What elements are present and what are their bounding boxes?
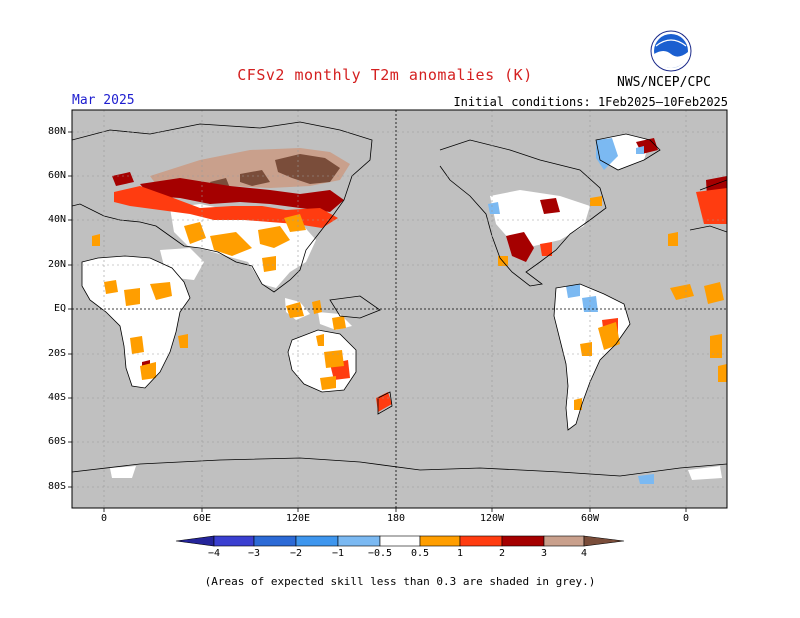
colorbar-3-4	[543, 535, 585, 547]
colorbar-m1-m05	[337, 535, 381, 547]
colorbar-label: 3	[540, 548, 548, 559]
lat-label: 80S	[47, 481, 66, 492]
lat-label: 20S	[47, 348, 66, 359]
skill-footnote: (Areas of expected skill less than 0.3 a…	[204, 575, 596, 588]
lat-label: 60N	[47, 170, 66, 181]
colorbar-2-3	[501, 535, 545, 547]
lon-label: 0	[682, 513, 690, 524]
graticule	[72, 110, 727, 508]
lat-label: 60S	[47, 436, 66, 447]
colorbar-label: 2	[498, 548, 506, 559]
forecast-month: Mar 2025	[72, 93, 135, 108]
lon-label: 120E	[285, 513, 311, 524]
colorbar-gt-4	[583, 535, 625, 547]
anomaly-05-1	[92, 196, 727, 410]
lat-label: EQ	[53, 303, 66, 314]
colorbar	[175, 535, 625, 547]
axis-ticks	[68, 131, 687, 512]
lat-label: 40S	[47, 392, 66, 403]
colorbar-label: −1	[331, 548, 345, 559]
colorbar-lt-m4	[175, 535, 215, 547]
colorbar-neutral	[379, 535, 421, 547]
anomaly-1-2	[114, 186, 727, 412]
colorbar-label: −3	[247, 548, 261, 559]
lon-label: 60E	[192, 513, 212, 524]
anomaly-gt-4	[210, 154, 340, 190]
colorbar-label: 0.5	[410, 548, 430, 559]
coastlines	[72, 121, 727, 477]
agency-label: NWS/NCEP/CPC	[617, 75, 711, 90]
map-title: CFSv2 monthly T2m anomalies (K)	[237, 66, 533, 84]
equator-dateline	[72, 110, 727, 508]
colorbar-m3-m2	[253, 535, 297, 547]
lat-label: 40N	[47, 214, 66, 225]
anomaly-m1-m05	[488, 138, 654, 484]
colorbar-label: −0.5	[367, 548, 393, 559]
colorbar-05-1	[419, 535, 461, 547]
lat-label: 20N	[47, 259, 66, 270]
noaa-logo-icon	[650, 30, 692, 72]
colorbar-label: 1	[456, 548, 464, 559]
lon-label: 0	[100, 513, 108, 524]
lon-label: 60W	[580, 513, 600, 524]
lon-label: 180	[386, 513, 406, 524]
colorbar-m2-m1	[295, 535, 339, 547]
colorbar-label: 4	[580, 548, 588, 559]
colorbar-1-2	[459, 535, 503, 547]
map-content	[72, 110, 727, 508]
lon-label: 120W	[479, 513, 505, 524]
lat-label: 80N	[47, 126, 66, 137]
colorbar-label: −4	[207, 548, 221, 559]
colorbar-m4-m3	[213, 535, 255, 547]
initial-conditions: Initial conditions: 1Feb2025–10Feb2025	[453, 95, 728, 109]
colorbar-label: −2	[289, 548, 303, 559]
